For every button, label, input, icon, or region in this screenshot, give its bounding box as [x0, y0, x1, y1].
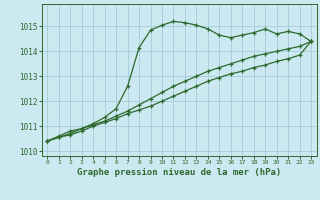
- X-axis label: Graphe pression niveau de la mer (hPa): Graphe pression niveau de la mer (hPa): [77, 168, 281, 177]
